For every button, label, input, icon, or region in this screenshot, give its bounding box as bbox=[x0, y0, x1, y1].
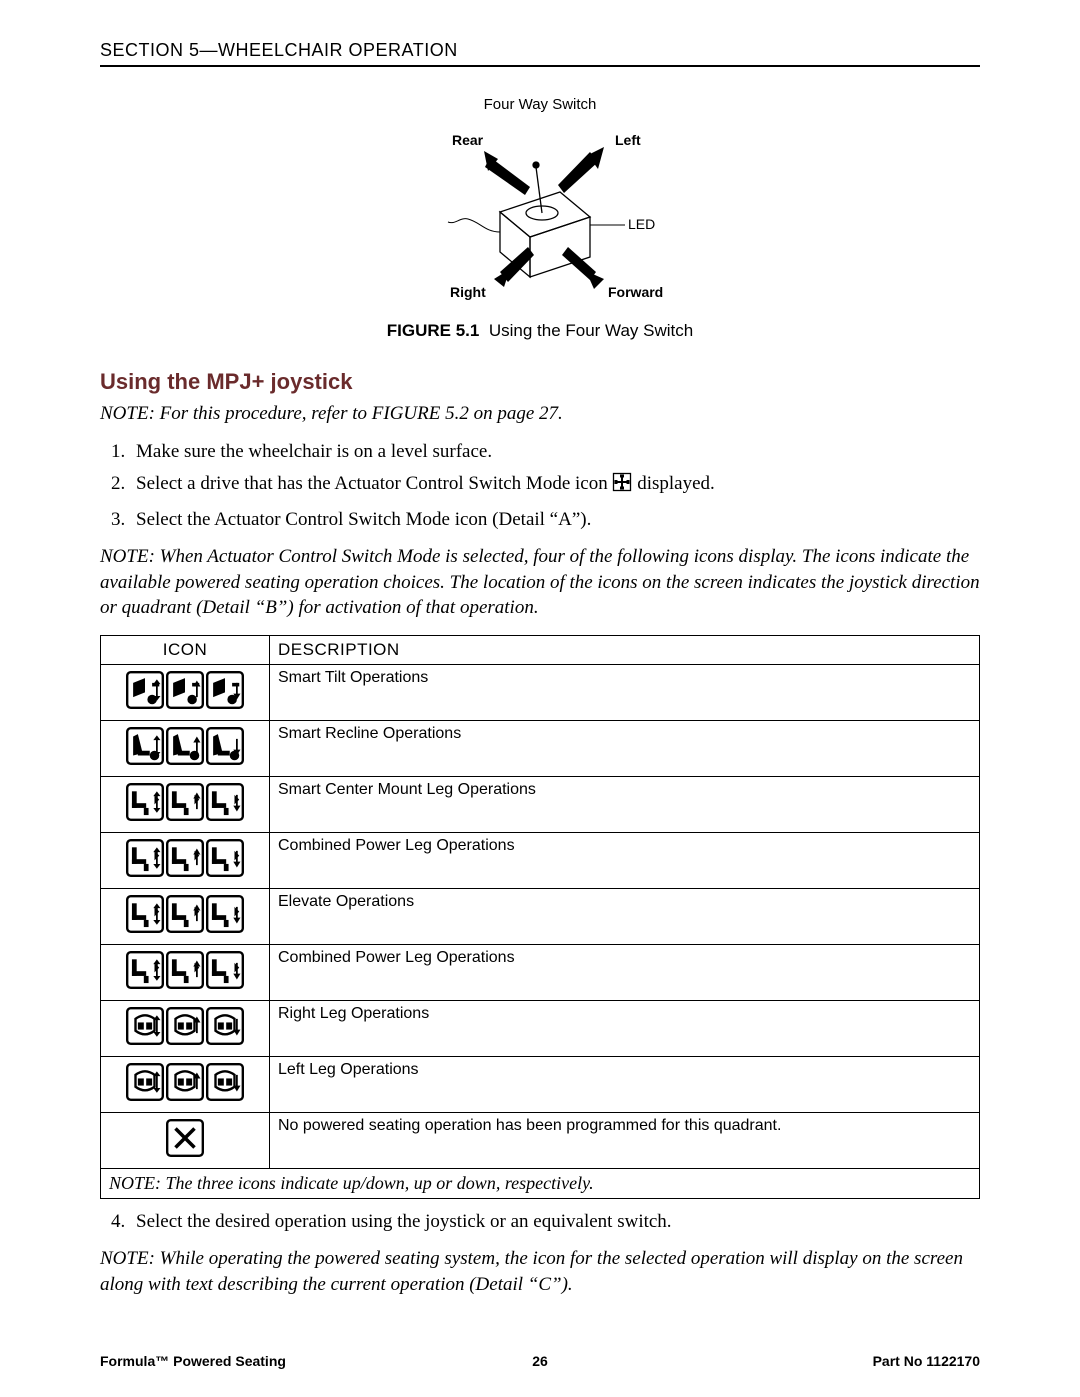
description-cell: Smart Center Mount Leg Operations bbox=[270, 776, 980, 832]
icon-cell bbox=[101, 888, 270, 944]
step-3: Select the Actuator Control Switch Mode … bbox=[130, 505, 980, 534]
description-cell: No powered seating operation has been pr… bbox=[270, 1112, 980, 1168]
step-2-pre: Select a drive that has the Actuator Con… bbox=[136, 473, 608, 494]
note-2: NOTE: When Actuator Control Switch Mode … bbox=[100, 544, 980, 621]
figure-caption: FIGURE 5.1 Using the Four Way Switch bbox=[100, 321, 980, 341]
icon-cell bbox=[101, 832, 270, 888]
step-4: Select the desired operation using the j… bbox=[130, 1207, 980, 1236]
page: SECTION 5—WHEELCHAIR OPERATION Four Way … bbox=[0, 0, 1080, 1397]
ic-leg-icon bbox=[166, 951, 204, 994]
label-forward: Forward bbox=[608, 284, 663, 300]
four-way-switch-diagram: Four Way Switch bbox=[390, 97, 690, 307]
icon-cell bbox=[101, 776, 270, 832]
table-row: Smart Recline Operations bbox=[101, 720, 980, 776]
ic-recline-icon bbox=[126, 727, 164, 770]
ic-footrest-icon bbox=[166, 1007, 204, 1050]
ic-footrest-icon bbox=[126, 1007, 164, 1050]
table-row: No powered seating operation has been pr… bbox=[101, 1112, 980, 1168]
ic-leg-icon bbox=[126, 951, 164, 994]
table-note: NOTE: The three icons indicate up/down, … bbox=[101, 1168, 980, 1198]
note-3: NOTE: While operating the powered seatin… bbox=[100, 1246, 980, 1297]
icon-cell bbox=[101, 664, 270, 720]
step-2: Select a drive that has the Actuator Con… bbox=[130, 469, 980, 501]
table-row: Left Leg Operations bbox=[101, 1056, 980, 1112]
ic-recline-icon bbox=[166, 727, 204, 770]
ic-footrest-icon bbox=[126, 1063, 164, 1106]
description-cell: Combined Power Leg Operations bbox=[270, 832, 980, 888]
ic-leg-icon bbox=[206, 783, 244, 826]
table-row: Elevate Operations bbox=[101, 888, 980, 944]
description-cell: Smart Recline Operations bbox=[270, 720, 980, 776]
steps-list-2: Select the desired operation using the j… bbox=[100, 1207, 980, 1236]
note-1: NOTE: For this procedure, refer to FIGUR… bbox=[100, 401, 980, 427]
description-cell: Elevate Operations bbox=[270, 888, 980, 944]
ic-leg-icon bbox=[166, 839, 204, 882]
ic-footrest-icon bbox=[166, 1063, 204, 1106]
footer-page-number: 26 bbox=[100, 1353, 980, 1369]
table-row: Smart Center Mount Leg Operations bbox=[101, 776, 980, 832]
icon-cell bbox=[101, 1056, 270, 1112]
label-led: LED bbox=[628, 216, 655, 232]
description-cell: Left Leg Operations bbox=[270, 1056, 980, 1112]
ic-leg-icon bbox=[206, 895, 244, 938]
description-cell: Smart Tilt Operations bbox=[270, 664, 980, 720]
ic-recline-icon bbox=[206, 727, 244, 770]
label-rear: Rear bbox=[452, 132, 484, 148]
description-cell: Combined Power Leg Operations bbox=[270, 944, 980, 1000]
icon-cell bbox=[101, 720, 270, 776]
table-row: Smart Tilt Operations bbox=[101, 664, 980, 720]
ic-leg-icon bbox=[206, 951, 244, 994]
section-header: SECTION 5—WHEELCHAIR OPERATION bbox=[100, 40, 980, 67]
figure-caption-text: Using the Four Way Switch bbox=[489, 321, 693, 340]
step-2-post: displayed. bbox=[637, 473, 715, 494]
col-header-desc: DESCRIPTION bbox=[270, 635, 980, 664]
subsection-heading: Using the MPJ+ joystick bbox=[100, 369, 980, 395]
ic-footrest-icon bbox=[206, 1007, 244, 1050]
icon-cell bbox=[101, 1112, 270, 1168]
icon-cell bbox=[101, 944, 270, 1000]
ic-leg-icon bbox=[166, 895, 204, 938]
ic-leg-icon bbox=[126, 783, 164, 826]
figure-5-1: Four Way Switch bbox=[100, 97, 980, 341]
ic-tilt-icon bbox=[126, 671, 164, 714]
ic-tilt-icon bbox=[166, 671, 204, 714]
label-right: Right bbox=[450, 284, 486, 300]
figure-title-top: Four Way Switch bbox=[484, 97, 597, 113]
page-footer: Formula™ Powered Seating 26 Part No 1122… bbox=[100, 1353, 980, 1369]
figure-caption-label: FIGURE 5.1 bbox=[387, 321, 480, 340]
description-cell: Right Leg Operations bbox=[270, 1000, 980, 1056]
table-row: Combined Power Leg Operations bbox=[101, 832, 980, 888]
col-header-icon: ICON bbox=[101, 635, 270, 664]
ic-leg-icon bbox=[126, 839, 164, 882]
steps-list: Make sure the wheelchair is on a level s… bbox=[100, 437, 980, 534]
ic-leg-icon bbox=[166, 783, 204, 826]
icon-description-table: ICON DESCRIPTION Smart Tilt Operations bbox=[100, 635, 980, 1199]
icon-cell bbox=[101, 1000, 270, 1056]
actuator-mode-icon bbox=[612, 472, 632, 501]
label-left: Left bbox=[615, 132, 641, 148]
step-1: Make sure the wheelchair is on a level s… bbox=[130, 437, 980, 466]
ic-leg-icon bbox=[126, 895, 164, 938]
ic-leg-icon bbox=[206, 839, 244, 882]
table-row: Combined Power Leg Operations bbox=[101, 944, 980, 1000]
ic-footrest-icon bbox=[206, 1063, 244, 1106]
table-row: Right Leg Operations bbox=[101, 1000, 980, 1056]
ic-x-icon bbox=[166, 1119, 204, 1162]
ic-tilt-icon bbox=[206, 671, 244, 714]
